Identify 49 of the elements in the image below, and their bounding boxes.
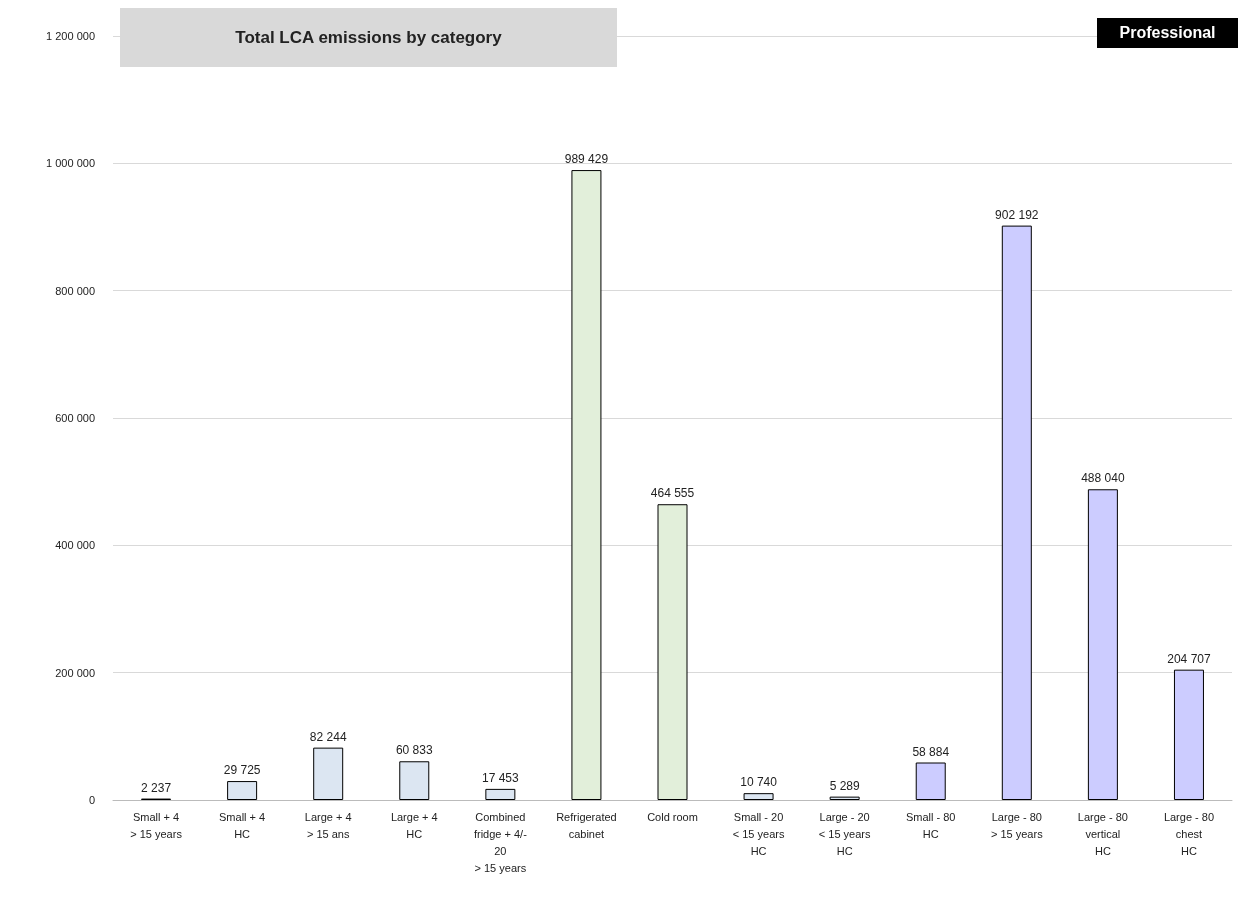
data-label: 989 429 bbox=[564, 152, 609, 167]
data-label: 17 453 bbox=[481, 770, 520, 785]
x-tick-label: Small + 4 > 15 years bbox=[130, 810, 183, 840]
x-tick-label: Large - 80 > 15 years bbox=[990, 810, 1044, 840]
data-label: 82 244 bbox=[309, 729, 347, 744]
bar bbox=[1173, 669, 1204, 800]
data-label: 488 040 bbox=[1081, 471, 1125, 486]
data-label: 58 884 bbox=[912, 744, 950, 759]
x-tick-label: Small - 20 < 15 years HC bbox=[732, 810, 785, 857]
title-box: Total LCA emissions by category bbox=[120, 8, 617, 67]
data-label: 5 289 bbox=[829, 778, 860, 793]
x-tick-label: Small + 4 HC bbox=[219, 810, 266, 840]
data-label: 464 555 bbox=[650, 486, 695, 501]
data-label: 902 192 bbox=[995, 207, 1039, 222]
bar bbox=[227, 781, 258, 800]
y-tick-label: 1 200 000 bbox=[46, 30, 95, 42]
x-tick-label: Combined fridge + 4/- 20 > 15 years bbox=[473, 810, 528, 874]
annotation: Professional bbox=[1119, 24, 1216, 42]
x-tick-label: Large + 4 HC bbox=[390, 810, 438, 840]
data-label: 60 833 bbox=[395, 743, 433, 758]
data-label: 10 740 bbox=[740, 775, 778, 790]
x-tick-label: Cold room bbox=[647, 810, 698, 823]
y-tick-label: 0 bbox=[88, 794, 95, 806]
data-label: 29 725 bbox=[223, 763, 261, 778]
y-tick-label: 400 000 bbox=[55, 539, 95, 552]
bar bbox=[1087, 489, 1118, 800]
x-tick-label: Refrigerated cabinet bbox=[556, 810, 617, 840]
bar bbox=[571, 170, 602, 800]
bar bbox=[1001, 225, 1032, 800]
bar bbox=[313, 747, 344, 800]
bar bbox=[657, 504, 688, 800]
x-tick-label: Large - 80 vertical HC bbox=[1077, 810, 1128, 857]
y-tick-label: 800 000 bbox=[55, 284, 95, 297]
data-label: 2 237 bbox=[141, 780, 172, 795]
y-tick-label: 1 000 000 bbox=[46, 157, 95, 170]
bar bbox=[915, 762, 946, 800]
x-tick-label: Large + 4 > 15 ans bbox=[304, 810, 352, 840]
bar bbox=[399, 761, 430, 800]
bar bbox=[743, 793, 774, 800]
bar bbox=[829, 796, 860, 800]
label-box: Professional bbox=[1097, 18, 1238, 48]
x-tick-label: Small - 80 HC bbox=[905, 810, 956, 840]
y-tick-label: 600 000 bbox=[55, 412, 95, 424]
chart-title: Total LCA emissions by category bbox=[235, 27, 502, 48]
x-tick-label: Large - 20 < 15 years HC bbox=[818, 810, 871, 857]
bar bbox=[485, 788, 516, 800]
data-label: 204 707 bbox=[1167, 651, 1211, 666]
y-tick-label: 200 000 bbox=[55, 666, 95, 679]
x-tick-label: Large - 80 chest HC bbox=[1163, 810, 1215, 857]
